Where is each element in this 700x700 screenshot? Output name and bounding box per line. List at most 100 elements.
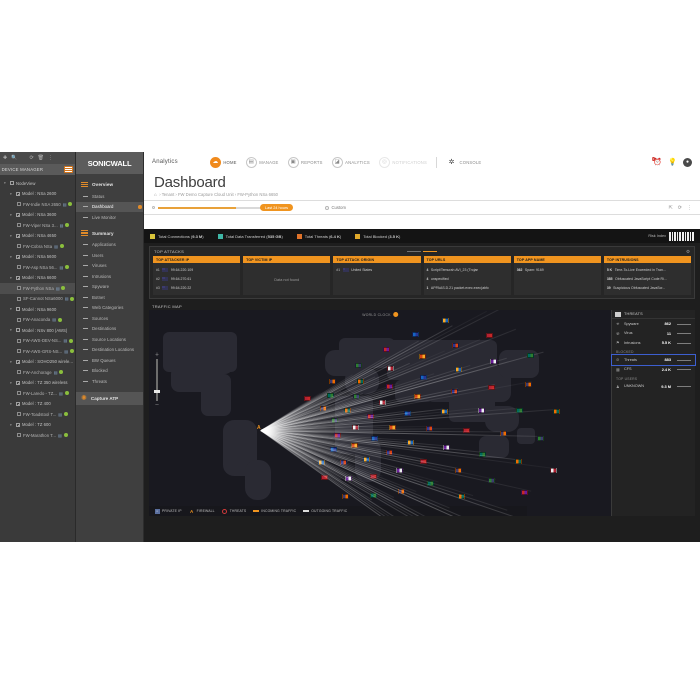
checkbox-icon[interactable]	[16, 275, 20, 280]
device-toolbar[interactable]: ✚ 🔍 ⟳ 🗑 ⋮	[0, 152, 75, 164]
country-flag-marker[interactable]	[441, 318, 449, 324]
checkbox-icon[interactable]	[10, 181, 14, 186]
gear-icon[interactable]: ⚙	[685, 248, 690, 254]
plus-icon[interactable]: ＋	[154, 352, 160, 357]
refresh-icon[interactable]: ⟳	[677, 204, 682, 211]
country-flag-marker[interactable]	[370, 435, 378, 441]
country-flag-marker[interactable]	[487, 478, 495, 484]
country-flag-marker[interactable]	[304, 395, 312, 401]
attack-row[interactable]: 39 Suspicious Obfuscated JavaScr...	[607, 283, 688, 292]
help-icon[interactable]: 💡	[668, 159, 677, 166]
menu-item-dashboard[interactable]: Dashboard	[76, 201, 143, 212]
tree-node[interactable]: FW-Cobra NSa ▤	[0, 241, 75, 252]
attack-row[interactable]: #1 99.64.220.109	[156, 265, 237, 274]
menu-item-bw-queues[interactable]: BW Queues	[76, 355, 143, 366]
menu-item-blocked[interactable]: Blocked	[76, 366, 143, 377]
firewall-marker[interactable]: A	[257, 425, 261, 431]
nav-item-reports[interactable]: ▣ REPORTS	[287, 156, 323, 168]
country-flag-marker[interactable]	[515, 407, 523, 413]
attack-row[interactable]: 5 K Time-To-Live Exceeded in Tran...	[607, 265, 688, 274]
checkbox-icon[interactable]	[17, 317, 21, 322]
zoom-track[interactable]	[154, 359, 160, 401]
add-icon[interactable]: ✚	[3, 154, 8, 161]
chevron-down-icon[interactable]: ▾	[10, 191, 12, 196]
chevron-down-icon[interactable]: ▾	[10, 275, 12, 280]
tree-node[interactable]: ▾ Model : NSa 6600	[0, 273, 75, 284]
tree-node[interactable]: SF-Cannot NSa6000 ▤	[0, 294, 75, 305]
checkbox-icon[interactable]	[17, 265, 21, 270]
zoom-knob[interactable]	[154, 390, 160, 393]
time-range-slider[interactable]: Last 24 hours Custom ⇱ ⟳ ⋮	[144, 200, 700, 215]
country-flag-marker[interactable]	[407, 439, 415, 445]
threats-panel-list[interactable]: ☣ Spyware 862 ☢ Virus 11 ⚑ Intrusions 5.5 K BLOCK…	[611, 319, 696, 392]
side-row-spyware[interactable]: ☣ Spyware 862	[612, 319, 695, 329]
country-flag-marker[interactable]	[411, 332, 419, 338]
checkbox-icon[interactable]	[16, 254, 20, 259]
checkbox-icon[interactable]	[17, 433, 21, 438]
chevron-down-icon[interactable]: ▾	[10, 380, 12, 385]
checkbox-icon[interactable]	[16, 212, 20, 217]
country-flag-marker[interactable]	[321, 474, 329, 480]
side-row-unknown[interactable]: ♟ UNKNOWN 9.3 M	[612, 382, 695, 392]
nav-item-notifications[interactable]: ◎ NOTIFICATIONS	[378, 156, 427, 168]
tree-node[interactable]: ▾ Model : TZ 400	[0, 399, 75, 410]
chevron-down-icon[interactable]: ▾	[10, 212, 12, 217]
country-flag-marker[interactable]	[342, 493, 350, 499]
country-flag-marker[interactable]	[440, 408, 448, 414]
attack-row[interactable]: #3 99.64.220.22	[156, 283, 237, 292]
checkbox-icon[interactable]	[17, 244, 21, 249]
hamburger-icon[interactable]	[615, 311, 621, 317]
attack-row[interactable]: #1 United States	[336, 265, 417, 274]
top-nav[interactable]: ☁ HOME ▤ MANAGE ▣ REPORTS ◪ ANALYTICS ◎ NOTIFICAT…	[209, 156, 482, 168]
minus-icon[interactable]: －	[154, 402, 160, 407]
slider-track[interactable]	[158, 206, 276, 209]
country-flag-marker[interactable]	[369, 493, 377, 499]
country-flag-marker[interactable]	[419, 374, 427, 380]
tree-node[interactable]: FW-Viper NSa 3... ▤	[0, 220, 75, 231]
tree-node[interactable]: FW-Asp NSa 56... ▤	[0, 262, 75, 273]
chevron-down-icon[interactable]: ▾	[10, 401, 12, 406]
nav-item-home[interactable]: ☁ HOME	[209, 156, 237, 168]
menu-item-web-categories[interactable]: Web Categories	[76, 303, 143, 314]
chevron-down-icon[interactable]: ▾	[10, 307, 12, 312]
country-flag-marker[interactable]	[549, 467, 557, 473]
tree-node[interactable]: FW-Anaconda ▤	[0, 315, 75, 326]
country-flag-marker[interactable]	[427, 480, 435, 486]
attack-row[interactable]: 1 APPAAS.D.21 packet.exec.exec(abfc	[427, 283, 508, 292]
alarm-icon[interactable]: ⏰ 0	[651, 156, 662, 166]
menu-item-threats[interactable]: Threats	[76, 376, 143, 387]
checkbox-icon[interactable]	[17, 286, 21, 291]
country-flag-marker[interactable]	[382, 346, 390, 352]
menu-item-applications[interactable]: Applications	[76, 240, 143, 251]
delete-icon[interactable]: 🗑	[37, 154, 44, 161]
checkbox-icon[interactable]	[16, 422, 20, 427]
more-icon[interactable]: ⋮	[48, 154, 53, 161]
country-flag-marker[interactable]	[395, 468, 403, 474]
country-flag-marker[interactable]	[485, 332, 493, 338]
tree-node[interactable]: ▾ Model : NSa 5600	[0, 252, 75, 263]
tree-node[interactable]: ▾ NodeView	[0, 178, 75, 189]
menu-list[interactable]: Overview Status Dashboard Live Monitor Summa…	[76, 178, 143, 405]
country-flag-marker[interactable]	[526, 353, 534, 359]
map-canvas[interactable]: WORLD CLOCK ＋ － ▪ PRIVATE IP A FIREWALL THRE…	[149, 310, 611, 516]
country-flag-marker[interactable]	[340, 460, 348, 466]
country-flag-marker[interactable]	[385, 384, 393, 390]
country-flag-marker[interactable]	[457, 493, 465, 499]
country-flag-marker[interactable]	[454, 366, 462, 372]
country-flag-marker[interactable]	[425, 425, 433, 431]
chevron-down-icon[interactable]: ▾	[10, 233, 12, 238]
slider-actions[interactable]: ⇱ ⟳ ⋮	[669, 205, 692, 211]
country-flag-marker[interactable]	[487, 384, 495, 390]
search-icon[interactable]: 🔍	[11, 154, 18, 161]
header-right-icons[interactable]: ⏰ 0 💡 ●	[651, 156, 692, 167]
nav-item-analytics[interactable]: ◪ ANALYTICS	[331, 156, 370, 168]
country-flag-marker[interactable]	[478, 407, 485, 413]
checkbox-icon[interactable]	[17, 223, 21, 228]
country-flag-marker[interactable]	[463, 428, 470, 434]
side-row-intrusions[interactable]: ⚑ Intrusions 5.5 K	[612, 338, 695, 348]
checkbox-icon[interactable]	[16, 191, 20, 196]
checkbox-icon[interactable]	[17, 370, 21, 375]
menu-item-spyware[interactable]: Spyware	[76, 282, 143, 293]
menu-item-source-locations[interactable]: Source Locations	[76, 334, 143, 345]
country-flag-marker[interactable]	[514, 459, 522, 465]
